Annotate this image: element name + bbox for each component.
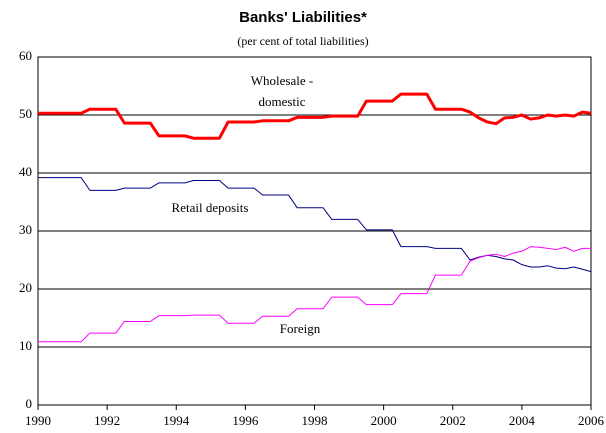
series-label: Wholesale -domestic bbox=[251, 73, 313, 109]
x-tick-label: 2002 bbox=[440, 413, 466, 428]
chart-title: Banks' Liabilities* bbox=[239, 9, 367, 26]
series-line bbox=[38, 246, 591, 343]
y-tick-label: 50 bbox=[19, 106, 32, 121]
x-tick-label: 1994 bbox=[163, 413, 190, 428]
series-label: Retail deposits bbox=[172, 200, 249, 215]
series-line bbox=[38, 92, 592, 140]
y-tick-label: 30 bbox=[19, 222, 32, 237]
series-label: Foreign bbox=[280, 321, 321, 336]
y-tick-label: 60 bbox=[19, 48, 32, 63]
x-tick-label: 2006 bbox=[578, 413, 605, 428]
y-tick-label: 20 bbox=[19, 280, 32, 295]
y-tick-label: 40 bbox=[19, 164, 32, 179]
y-tick-label: 10 bbox=[19, 338, 32, 353]
x-tick-label: 1996 bbox=[232, 413, 259, 428]
chart-subtitle: (per cent of total liabilities) bbox=[237, 34, 368, 48]
x-tick-label: 2000 bbox=[371, 413, 397, 428]
x-tick-label: 2004 bbox=[509, 413, 536, 428]
series-line bbox=[38, 177, 592, 273]
x-tick-label: 1990 bbox=[25, 413, 51, 428]
x-tick-label: 1998 bbox=[302, 413, 328, 428]
x-tick-label: 1992 bbox=[94, 413, 120, 428]
y-tick-label: 0 bbox=[26, 396, 33, 411]
